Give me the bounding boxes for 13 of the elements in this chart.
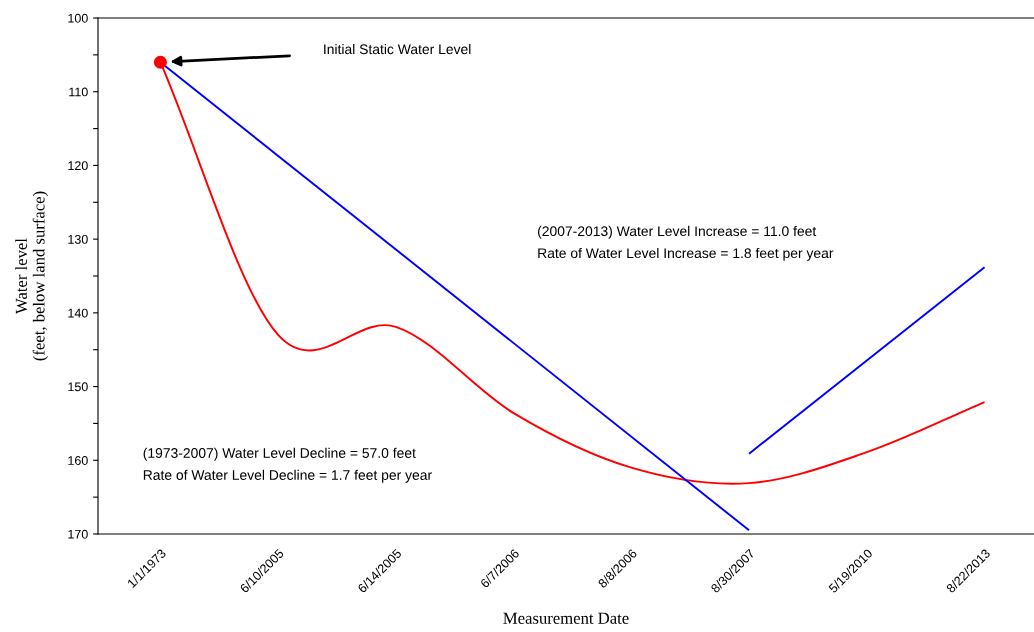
y-tick-label: 120 [68,161,88,171]
annotation: Initial Static Water Level [324,43,471,55]
y-tick-label: 130 [68,234,88,244]
y-axis-title: Water level (feet, below land surface) [15,191,48,361]
y-tick-label: 100 [68,13,88,23]
annotation: (2007-2013) Water Level Increase = 11.0 feet Rate of Water Level Increase = 1.8 feet per year [538,225,834,261]
annotation: (1973-2007) Water Level Decline = 57.0 feet Rate of Water Level Decline = 1.7 feet per year [143,447,432,483]
x-axis-title: Measurement Date [503,612,629,624]
y-tick-label: 170 [68,529,88,539]
y-tick-label: 160 [68,456,88,465]
y-tick-label: 110 [69,87,88,97]
y-tick-label: 150 [68,382,88,392]
y-tick-label: 140 [68,308,88,318]
